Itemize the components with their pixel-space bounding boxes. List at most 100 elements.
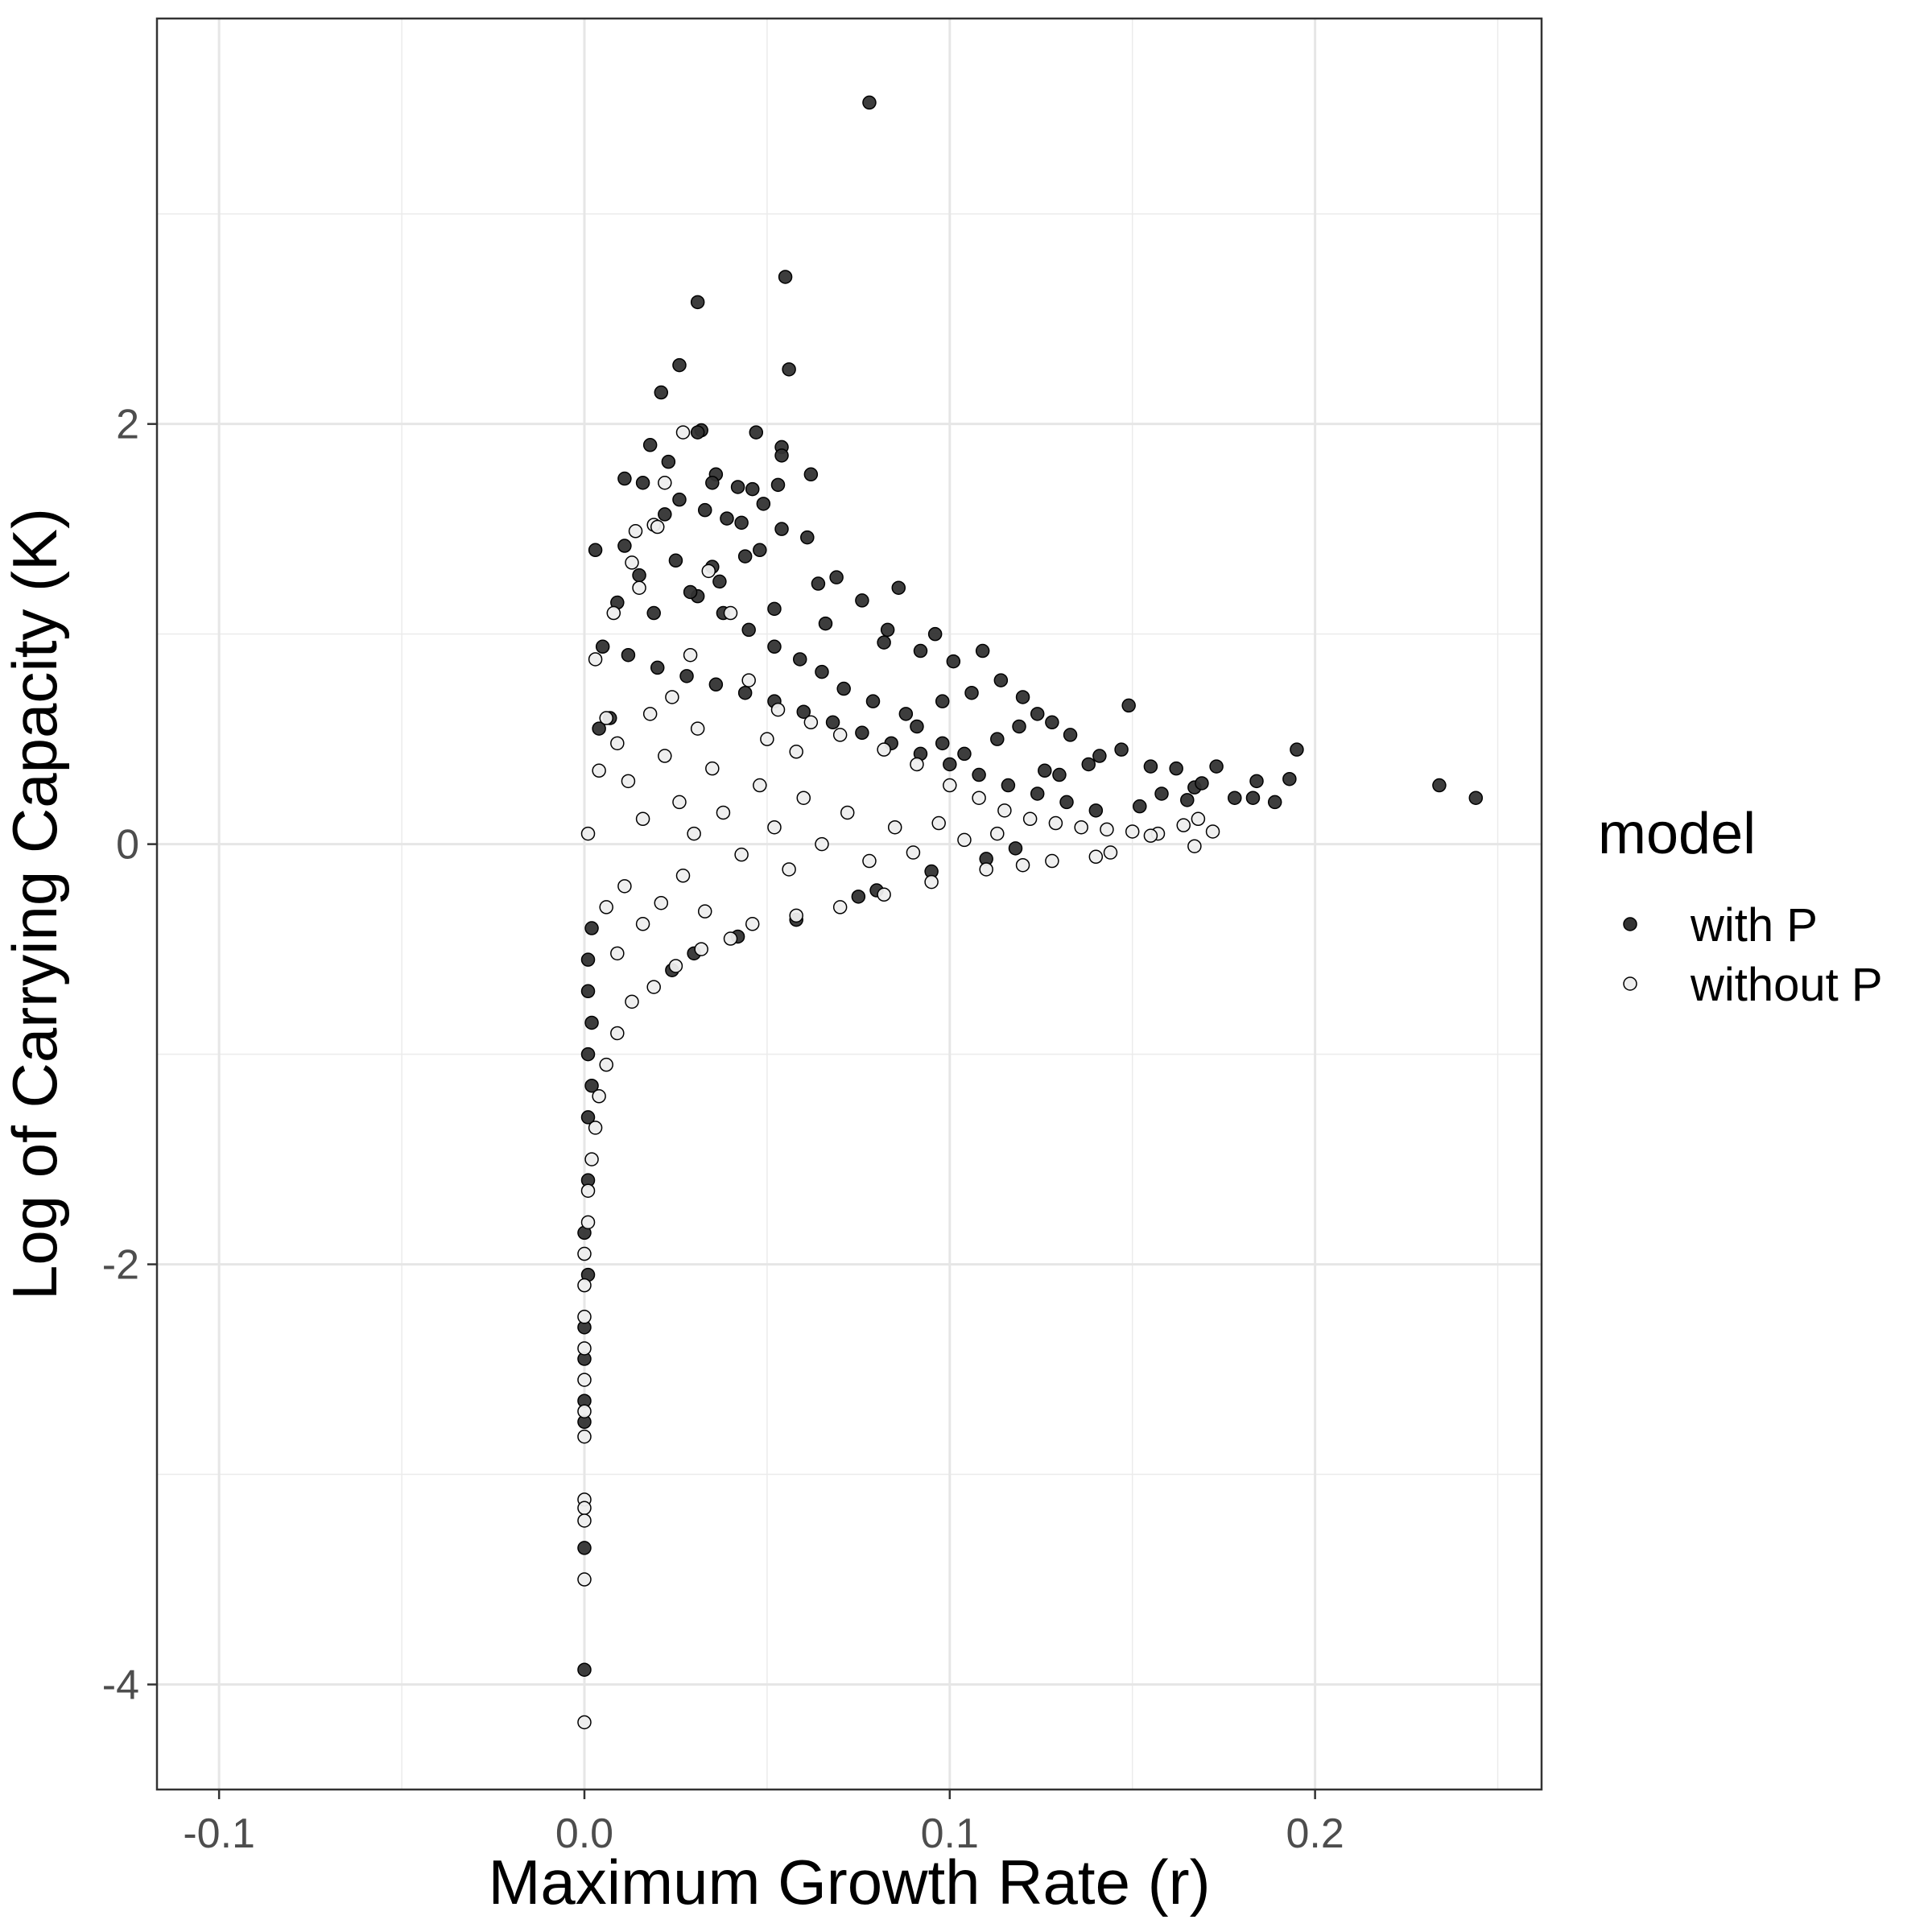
point-with-p bbox=[588, 543, 603, 558]
point-with-p bbox=[782, 362, 796, 377]
point-with-p bbox=[943, 757, 957, 772]
point-without-p bbox=[1191, 811, 1206, 827]
point-without-p bbox=[741, 673, 756, 687]
point-with-p bbox=[632, 568, 646, 583]
point-with-p bbox=[946, 654, 961, 669]
point-with-p bbox=[584, 1078, 599, 1093]
point-with-p bbox=[730, 480, 745, 494]
point-with-p bbox=[580, 1110, 596, 1125]
point-with-p bbox=[1209, 759, 1224, 774]
point-without-p bbox=[577, 1572, 592, 1587]
point-with-p bbox=[774, 522, 789, 536]
point-with-p bbox=[935, 736, 950, 751]
point-without-p bbox=[832, 728, 848, 742]
point-with-p bbox=[654, 385, 669, 400]
point-without-p bbox=[599, 900, 613, 914]
point-with-p bbox=[990, 732, 1005, 746]
x-tick-label: 0.0 bbox=[555, 1810, 613, 1857]
point-without-p bbox=[840, 805, 855, 820]
point-with-p bbox=[595, 639, 610, 654]
point-with-p bbox=[741, 622, 756, 638]
point-without-p bbox=[705, 761, 720, 776]
point-without-p bbox=[683, 647, 698, 663]
point-with-p bbox=[712, 574, 727, 589]
point-without-p bbox=[632, 580, 646, 595]
point-with-p bbox=[1154, 786, 1169, 801]
legend-label-with-p: with P bbox=[1690, 899, 1818, 952]
point-without-p bbox=[862, 853, 877, 869]
point-without-p bbox=[584, 1152, 599, 1166]
point-with-p bbox=[584, 1015, 599, 1030]
point-with-p bbox=[767, 601, 782, 617]
point-with-p bbox=[796, 704, 811, 719]
point-with-p bbox=[993, 673, 1009, 687]
point-without-p bbox=[734, 847, 749, 862]
point-with-p bbox=[811, 576, 826, 591]
point-without-p bbox=[887, 819, 902, 835]
point-with-p bbox=[1121, 698, 1136, 713]
point-without-p bbox=[1103, 845, 1118, 860]
point-without-p bbox=[577, 1429, 592, 1444]
point-with-p bbox=[1249, 774, 1264, 789]
point-without-p bbox=[1125, 824, 1140, 839]
point-with-p bbox=[1063, 728, 1078, 742]
point-with-p bbox=[1015, 690, 1030, 704]
point-without-p bbox=[716, 805, 731, 820]
point-without-p bbox=[789, 908, 803, 923]
point-without-p bbox=[760, 732, 774, 746]
point-with-p bbox=[877, 635, 891, 650]
point-without-p bbox=[931, 815, 946, 831]
point-with-p bbox=[580, 984, 596, 999]
point-with-p bbox=[621, 647, 636, 663]
point-without-p bbox=[577, 1404, 592, 1418]
y-tick-label: 0 bbox=[116, 822, 139, 869]
point-with-p bbox=[753, 543, 767, 558]
point-with-p bbox=[1030, 786, 1045, 801]
point-without-p bbox=[577, 1715, 592, 1730]
point-with-p bbox=[1180, 793, 1195, 807]
point-without-p bbox=[701, 564, 716, 579]
legend-label-without-p: without P bbox=[1690, 959, 1883, 1011]
point-with-p bbox=[1088, 803, 1104, 818]
point-without-p bbox=[625, 555, 639, 570]
point-with-p bbox=[646, 605, 661, 621]
legend-key-with-p bbox=[1623, 917, 1637, 931]
point-without-p bbox=[650, 519, 665, 535]
point-without-p bbox=[668, 959, 683, 973]
point-with-p bbox=[1169, 761, 1183, 776]
legend-key-without-p bbox=[1623, 976, 1637, 991]
point-with-p bbox=[683, 584, 698, 600]
point-with-p bbox=[672, 492, 687, 507]
point-with-p bbox=[1267, 795, 1282, 810]
axis-ticks: -0.1 0.0 0.1 0.2 -4 -2 0 2 bbox=[102, 402, 1344, 1857]
point-with-p bbox=[1045, 715, 1059, 730]
point-without-p bbox=[815, 836, 829, 852]
point-with-p bbox=[661, 454, 676, 469]
point-without-p bbox=[832, 900, 848, 914]
point-with-p bbox=[891, 580, 906, 595]
point-without-p bbox=[1045, 853, 1059, 869]
point-without-p bbox=[877, 887, 891, 902]
point-without-p bbox=[588, 652, 603, 667]
point-without-p bbox=[957, 832, 972, 848]
point-with-p bbox=[829, 570, 844, 584]
point-with-p bbox=[767, 639, 782, 654]
point-without-p bbox=[1048, 815, 1063, 831]
point-without-p bbox=[753, 778, 767, 793]
point-with-p bbox=[584, 921, 599, 935]
point-without-p bbox=[580, 826, 596, 841]
x-tick-label: 0.2 bbox=[1286, 1810, 1344, 1857]
point-with-p bbox=[778, 270, 793, 284]
point-with-p bbox=[592, 721, 606, 736]
point-without-p bbox=[577, 1310, 592, 1324]
point-without-p bbox=[592, 1089, 606, 1104]
point-without-p bbox=[943, 778, 957, 793]
point-without-p bbox=[723, 605, 738, 621]
point-without-p bbox=[665, 690, 679, 704]
point-with-p bbox=[964, 685, 979, 700]
point-without-p bbox=[610, 1026, 625, 1041]
point-with-p bbox=[1092, 749, 1107, 763]
point-with-p bbox=[635, 475, 650, 490]
point-with-p bbox=[1052, 767, 1067, 782]
